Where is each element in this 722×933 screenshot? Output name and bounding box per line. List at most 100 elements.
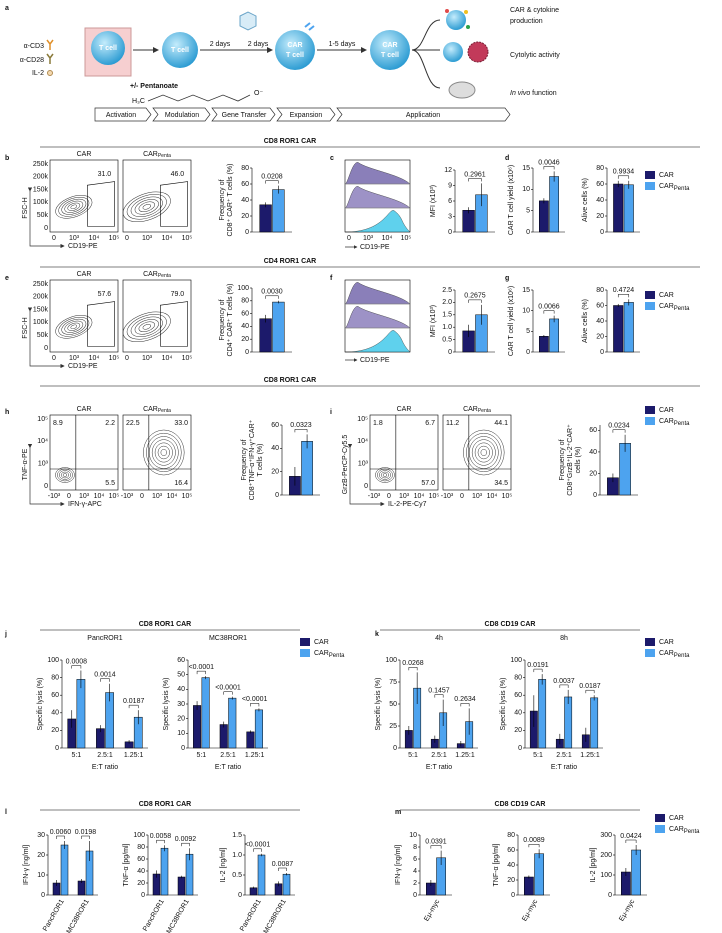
p-value: 0.0066 (538, 303, 560, 310)
p-value: 0.0058 (150, 833, 172, 840)
y-axis-label: CAR T cell yield (x10⁶) (508, 165, 515, 235)
y-axis-label: Specific lysis (%) (500, 678, 507, 731)
y-axis-label: Alive cells (%) (582, 178, 589, 222)
y-tick-label: 40 (51, 710, 59, 717)
x-axis-label: E:T ratio (551, 764, 577, 771)
y-axis-label: Specific lysis (%) (375, 678, 382, 731)
x-axis-label: CD19-PE (68, 243, 98, 250)
legend-name: CAR (659, 303, 674, 310)
x-axis-label: IL-2-PE-Cy7 (388, 501, 427, 508)
category-label: 2.5:1 (431, 752, 447, 759)
y-tick-label: 60 (596, 181, 604, 188)
legend-subscript: Penta (674, 653, 690, 659)
section-header: CD8 ROR1 CAR (139, 801, 192, 808)
y-tick-label: 0 (141, 892, 145, 899)
significance-bracket (265, 295, 279, 299)
category-label: Eμ-myc (423, 898, 441, 923)
category-label: 5:1 (408, 752, 418, 759)
y-tick-label: 25 (389, 723, 397, 730)
y-axis-label: IL-2 [ng/ml] (220, 847, 227, 882)
y-axis-label: CD4⁺ CAR⁺ T cells (%) (227, 284, 234, 357)
y-tick-label: 200k (33, 294, 49, 301)
plot-title: CARPenta (463, 406, 491, 414)
y-tick-label: 0 (393, 745, 397, 752)
plot-title-main: CAR (143, 271, 158, 278)
contour (463, 429, 505, 476)
significance-bracket (408, 667, 418, 671)
y-tick-label: 100 (47, 657, 59, 664)
contour (64, 200, 84, 213)
p-value: 0.9934 (613, 169, 635, 176)
x-tick-label: 10⁵ (109, 355, 120, 362)
x-tick-label: 10⁵ (109, 493, 120, 500)
x-tick-label: -10³ (48, 493, 61, 500)
x-tick-label: 10⁴ (94, 493, 105, 500)
significance-bracket (460, 703, 470, 707)
y-tick-label: 250k (33, 281, 49, 288)
bar (539, 200, 549, 233)
y-tick-label: 60 (51, 692, 59, 699)
legend-swatch (645, 182, 655, 190)
y-axis-label: CAR T cell yield (x10⁶) (508, 286, 515, 356)
p-value: 0.0234 (608, 423, 630, 430)
significance-bracket (265, 180, 279, 184)
y-tick-label: 15 (522, 287, 530, 294)
bar (60, 844, 69, 896)
contour (138, 321, 155, 333)
significance-bracket (543, 310, 555, 314)
y-tick-label: 20 (596, 213, 604, 220)
y-tick-label: 1.5 (442, 312, 452, 319)
x-axis-label: CD19-PE (360, 357, 390, 364)
p-value: 0.0092 (175, 836, 197, 843)
legend-label: CARPenta (669, 826, 700, 835)
significance-bracket (278, 867, 287, 871)
cytokine-dot (445, 9, 449, 13)
legend-swatch (645, 406, 655, 414)
cell-label: T cell (171, 47, 189, 54)
x-tick-label: 10⁴ (487, 493, 498, 500)
y-tick-label: 80 (596, 165, 604, 172)
y-tick-label: 1.0 (232, 852, 242, 859)
plot-title: CAR (77, 406, 92, 413)
y-tick-label: 0 (600, 349, 604, 356)
y-tick-label: 20 (271, 469, 279, 476)
bar (201, 677, 210, 749)
category-label: 1.25:1 (455, 752, 475, 759)
contour (126, 314, 167, 340)
y-tick-label: 0 (44, 345, 48, 352)
legend-label: CARPenta (659, 418, 690, 427)
bar (77, 880, 86, 896)
y-tick-label: 20 (241, 336, 249, 343)
legend-swatch (655, 814, 665, 822)
t-cell (162, 32, 198, 68)
p-value: 0.2961 (464, 171, 486, 178)
y-tick-label: 5 (526, 328, 530, 335)
cytokine-dot (464, 10, 468, 14)
y-tick-label: 60 (589, 427, 597, 434)
y-tick-label: 1.5 (232, 832, 242, 839)
y-axis-label: cells (%) (575, 447, 582, 474)
y-tick-label: 0 (448, 349, 452, 356)
x-tick-label: 10⁴ (414, 493, 425, 500)
p-value: 0.0087 (272, 861, 294, 868)
y-tick-label: 0 (593, 492, 597, 499)
outcome: production (510, 18, 543, 25)
section-header: CD8 CD19 CAR (485, 621, 536, 628)
p-value: 0.1457 (428, 687, 450, 694)
x-tick-label: 0 (125, 355, 129, 362)
bar (590, 697, 599, 749)
bar (160, 847, 169, 896)
p-value: 0.0030 (261, 289, 283, 296)
step (94, 107, 152, 122)
y-tick-label: 20 (589, 470, 597, 477)
panel-letter: k (375, 631, 379, 638)
legend-label: CAR (659, 292, 674, 299)
x-tick-label: 10⁴ (382, 235, 393, 242)
y-tick-label: 80 (514, 674, 522, 681)
y-tick-label: 30 (37, 832, 45, 839)
legend-name: CAR (659, 650, 674, 657)
